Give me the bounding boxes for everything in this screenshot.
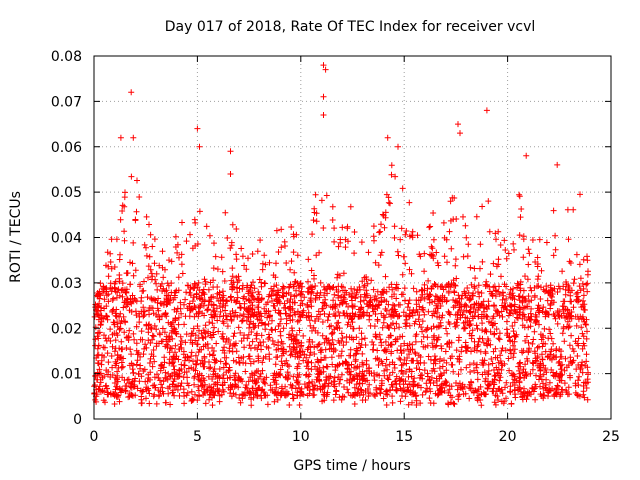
grid (94, 56, 611, 419)
y-axis-label: ROTI / TECUs (8, 191, 24, 283)
data-points (91, 62, 591, 409)
y-tick-label: 0.04 (51, 231, 82, 247)
x-tick-label: 0 (90, 429, 99, 445)
y-tick-label: 0.07 (51, 94, 82, 110)
x-tick-label: 20 (499, 429, 517, 445)
x-tick-labels: 0 5 10 15 20 25 (90, 429, 620, 445)
x-tick-label: 10 (292, 429, 310, 445)
chart-title: Day 017 of 2018, Rate Of TEC Index for r… (165, 19, 536, 35)
y-tick-label: 0 (73, 412, 82, 428)
axis-ticks (93, 55, 612, 420)
x-tick-label: 15 (395, 429, 413, 445)
y-tick-labels: 0 0.01 0.02 0.03 0.04 0.05 0.06 0.07 0.08 (51, 49, 82, 428)
roti-series-markers (91, 62, 591, 409)
x-tick-label: 5 (193, 429, 202, 445)
y-tick-label: 0.06 (51, 140, 82, 156)
y-tick-label: 0.03 (51, 276, 82, 292)
y-tick-label: 0.02 (51, 321, 82, 337)
y-tick-label: 0.01 (51, 367, 82, 383)
y-tick-label: 0.08 (51, 49, 82, 65)
y-tick-label: 0.05 (51, 185, 82, 201)
x-axis-label: GPS time / hours (293, 458, 410, 474)
x-tick-label: 25 (602, 429, 620, 445)
